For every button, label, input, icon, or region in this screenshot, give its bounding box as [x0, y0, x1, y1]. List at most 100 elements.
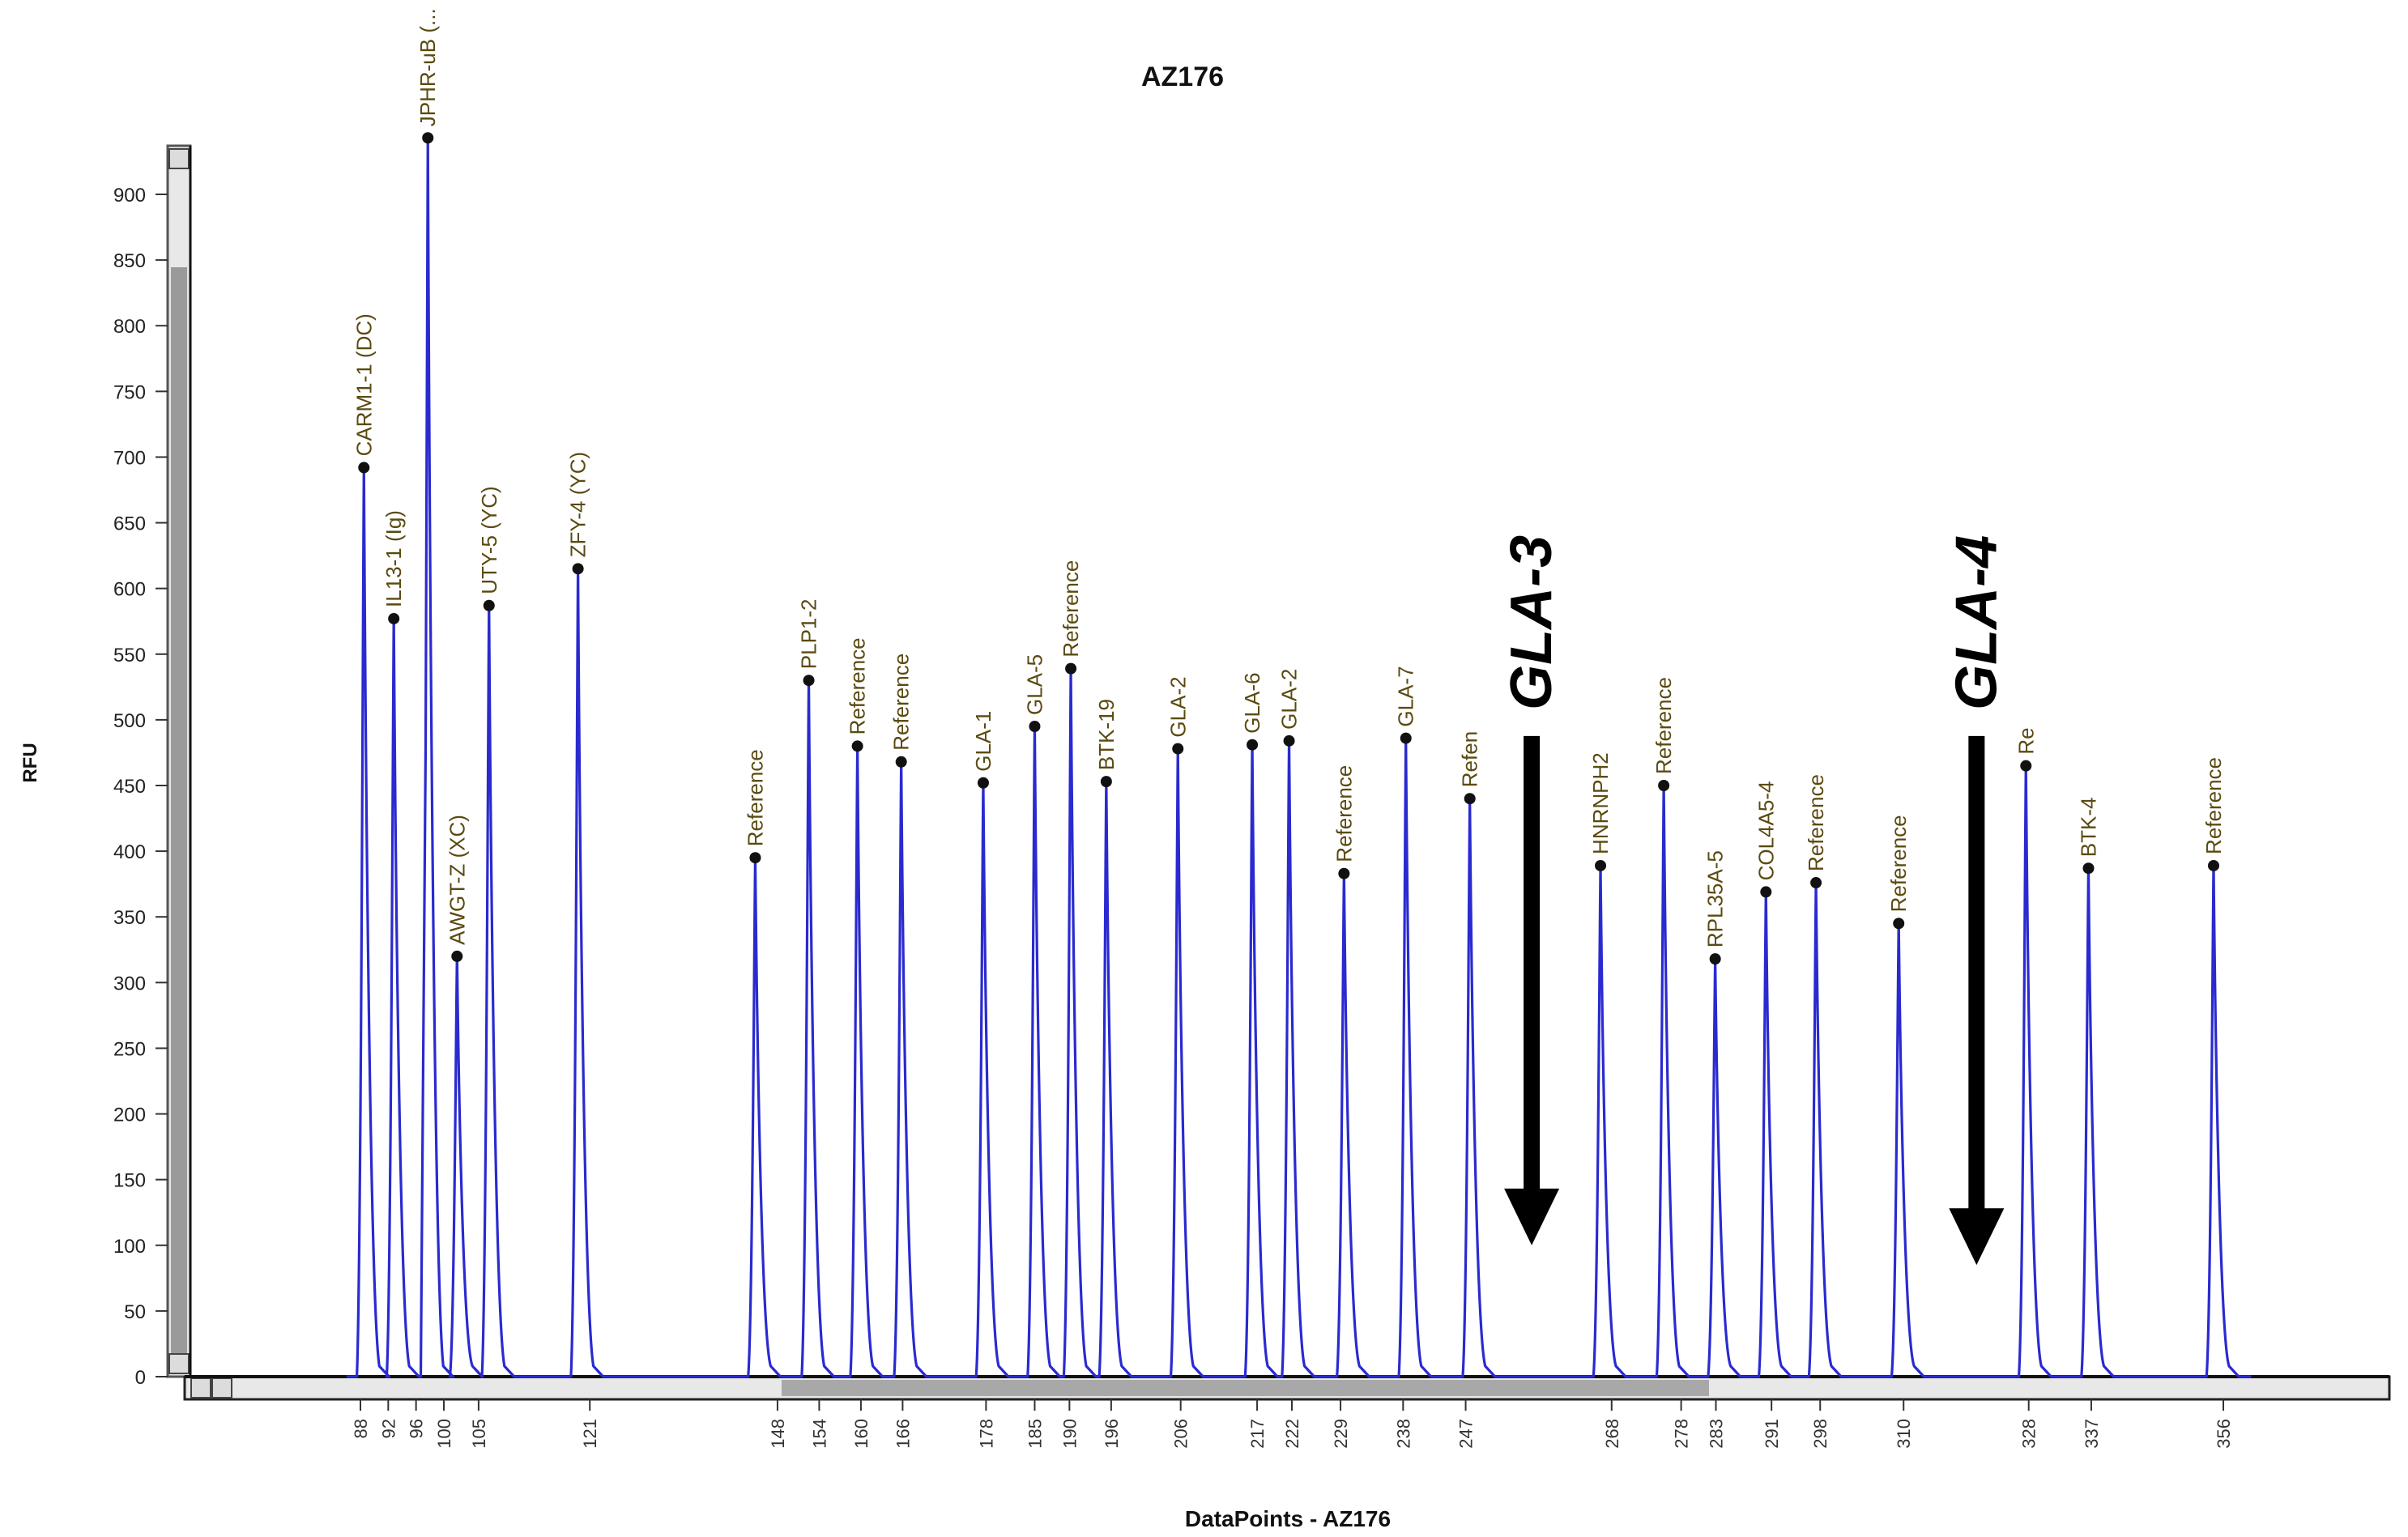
y-axis-label: RFU: [19, 743, 41, 782]
peak[interactable]: BTK-19: [1094, 699, 1119, 788]
peak[interactable]: GLA-5: [1022, 654, 1046, 732]
peak[interactable]: Re: [2014, 727, 2038, 772]
plot-area: [185, 146, 2381, 1377]
scroll-down-button[interactable]: [168, 1353, 190, 1374]
annotation: GLA-3: [1499, 535, 1564, 1245]
peak[interactable]: Reference: [1804, 774, 1828, 889]
peak-marker[interactable]: [483, 599, 495, 611]
peak-marker[interactable]: [1172, 743, 1184, 755]
peak-marker[interactable]: [1065, 662, 1077, 675]
peak-label: ZFY-4 (YC): [566, 452, 590, 558]
peak-marker[interactable]: [1709, 953, 1721, 965]
peak[interactable]: BTK-4: [2077, 798, 2101, 875]
peak-marker[interactable]: [1658, 780, 1670, 791]
peak-marker[interactable]: [803, 675, 815, 687]
vertical-scrollbar[interactable]: [166, 144, 192, 1378]
peak[interactable]: Reference: [2201, 757, 2226, 871]
peak[interactable]: CARM1-1 (DC): [352, 313, 376, 474]
peak-label: Reference: [1332, 765, 1356, 862]
peak[interactable]: Reference: [889, 654, 914, 768]
peak[interactable]: GLA-1: [971, 711, 995, 789]
y-tick-label: 900: [113, 185, 146, 206]
peak[interactable]: GLA-2: [1277, 669, 1302, 747]
peak-marker[interactable]: [1100, 776, 1112, 788]
peak[interactable]: RPL35A-5: [1703, 850, 1728, 965]
x-tick-label: 291: [1762, 1419, 1782, 1449]
peak-label: CARM1-1 (DC): [352, 313, 376, 456]
peak-marker[interactable]: [451, 950, 463, 962]
y-tick-label: 400: [113, 841, 146, 863]
peak[interactable]: GLA-7: [1394, 666, 1418, 744]
peak[interactable]: JPHR-uB (...: [416, 8, 440, 144]
peak-marker[interactable]: [1464, 793, 1476, 805]
peak[interactable]: ZFY-4 (YC): [566, 452, 590, 575]
peak-marker[interactable]: [358, 462, 370, 474]
peak-marker[interactable]: [1810, 877, 1822, 889]
horizontal-scrollbar[interactable]: [183, 1375, 2391, 1401]
peak-marker[interactable]: [1338, 867, 1350, 879]
peak[interactable]: Reference: [1059, 560, 1083, 675]
y-tick-label: 350: [113, 907, 146, 929]
peak[interactable]: IL13-1 (Ig): [381, 510, 406, 624]
trace-layer: [346, 136, 2252, 1378]
x-tick-label: 238: [1393, 1419, 1413, 1449]
peak-marker[interactable]: [749, 852, 761, 864]
peak-label: GLA-2: [1166, 676, 1190, 737]
peak-label: Reference: [1652, 677, 1676, 774]
horizontal-scrollbar-thumb[interactable]: [782, 1380, 1709, 1396]
chart-title: AZ176: [1141, 62, 1224, 92]
peak-marker[interactable]: [422, 132, 434, 144]
annotation: GLA-4: [1944, 535, 2009, 1266]
peak[interactable]: Reference: [846, 637, 870, 752]
peak-marker[interactable]: [1283, 734, 1295, 747]
x-tick-label: 229: [1331, 1419, 1351, 1449]
peak[interactable]: Refen: [1458, 731, 1482, 805]
x-tick-label: 154: [809, 1419, 829, 1449]
peak[interactable]: GLA-6: [1240, 673, 1264, 751]
peak-marker[interactable]: [2082, 862, 2095, 875]
peak[interactable]: UTY-5 (YC): [477, 486, 501, 611]
y-tick-label: 250: [113, 1038, 146, 1060]
peak[interactable]: Reference: [743, 749, 767, 864]
scroll-up-button[interactable]: [168, 148, 190, 169]
peak-label: COL4A5-4: [1754, 781, 1778, 881]
peak-label: Reference: [1059, 560, 1083, 658]
peak[interactable]: Reference: [1886, 815, 1911, 930]
peak[interactable]: GLA-2: [1166, 676, 1190, 755]
y-tick-label: 600: [113, 579, 146, 601]
peak-marker[interactable]: [895, 756, 907, 768]
x-tick-label: 328: [2019, 1419, 2039, 1449]
peak-marker[interactable]: [851, 740, 863, 752]
x-tick-label: 283: [1707, 1419, 1727, 1449]
peak-marker[interactable]: [1029, 721, 1041, 732]
peak[interactable]: Reference: [1652, 677, 1676, 791]
peak[interactable]: HNRNPH2: [1588, 752, 1613, 871]
peak-marker[interactable]: [388, 612, 400, 624]
x-tick-label: 190: [1059, 1419, 1080, 1449]
peak-marker[interactable]: [977, 777, 989, 789]
peak-label: Reference: [846, 637, 870, 734]
peak-marker[interactable]: [1595, 859, 1607, 871]
peak-marker[interactable]: [1247, 739, 1259, 751]
peak-marker[interactable]: [1893, 918, 1905, 930]
y-tick-label: 0: [135, 1367, 146, 1389]
vertical-scrollbar-thumb[interactable]: [171, 267, 187, 1360]
peak-marker[interactable]: [2020, 760, 2032, 772]
peak-marker[interactable]: [572, 563, 584, 575]
peak[interactable]: Reference: [1332, 765, 1356, 879]
peak-marker[interactable]: [1760, 886, 1772, 898]
x-tick-label: 105: [469, 1419, 489, 1449]
peak-marker[interactable]: [1400, 732, 1412, 744]
peak-label: BTK-4: [2077, 798, 2101, 858]
peak-label: GLA-5: [1022, 654, 1046, 715]
annotation-arrow-head: [1949, 1208, 2005, 1266]
annotation-label: GLA-3: [1499, 535, 1564, 710]
peak-label: Refen: [1458, 731, 1482, 787]
peak[interactable]: COL4A5-4: [1754, 781, 1778, 898]
y-tick-label: 50: [124, 1301, 146, 1323]
peak[interactable]: AWGT-Z (XC): [445, 815, 469, 962]
peak[interactable]: PLP1-2: [797, 598, 821, 687]
scroll-right-button[interactable]: [211, 1377, 232, 1399]
peak-marker[interactable]: [2207, 859, 2219, 871]
scroll-left-button[interactable]: [190, 1377, 211, 1399]
